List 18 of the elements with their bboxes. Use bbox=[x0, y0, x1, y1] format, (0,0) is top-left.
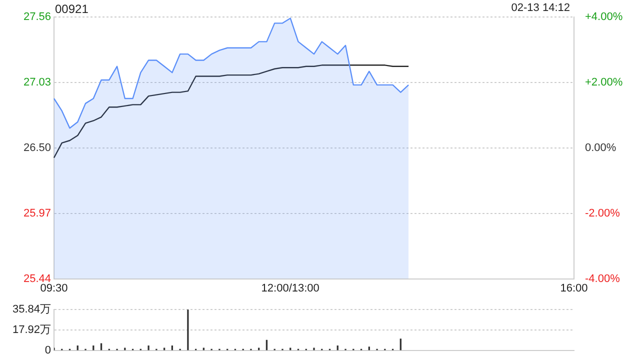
y-tick-label: 0 bbox=[44, 344, 51, 356]
x-tick-label: 16:00 bbox=[560, 282, 588, 294]
y-tick-label: 25.97 bbox=[23, 207, 51, 220]
y-tick-label: 17.92万 bbox=[12, 324, 51, 336]
y-tick-label: 27.56 bbox=[23, 11, 51, 24]
chart-subtitle: 02-13 14:12 bbox=[511, 2, 570, 14]
x-tick-label: 09:30 bbox=[40, 282, 68, 294]
y2-tick-label: +2.00% bbox=[585, 76, 623, 88]
y-tick-label: 25.44 bbox=[23, 272, 51, 285]
y2-tick-label: -2.00% bbox=[585, 207, 620, 220]
chart-title: 00921 bbox=[55, 2, 88, 16]
y2-tick-label: -4.00% bbox=[585, 272, 620, 285]
y2-tick-label: 0.00% bbox=[585, 142, 616, 154]
y-tick-label: 35.84万 bbox=[12, 304, 51, 316]
x-tick-label: 12:00/13:00 bbox=[261, 282, 320, 294]
y2-tick-label: +4.00% bbox=[585, 11, 623, 24]
y-tick-label: 27.03 bbox=[23, 76, 51, 88]
y-tick-label: 26.50 bbox=[23, 142, 51, 154]
